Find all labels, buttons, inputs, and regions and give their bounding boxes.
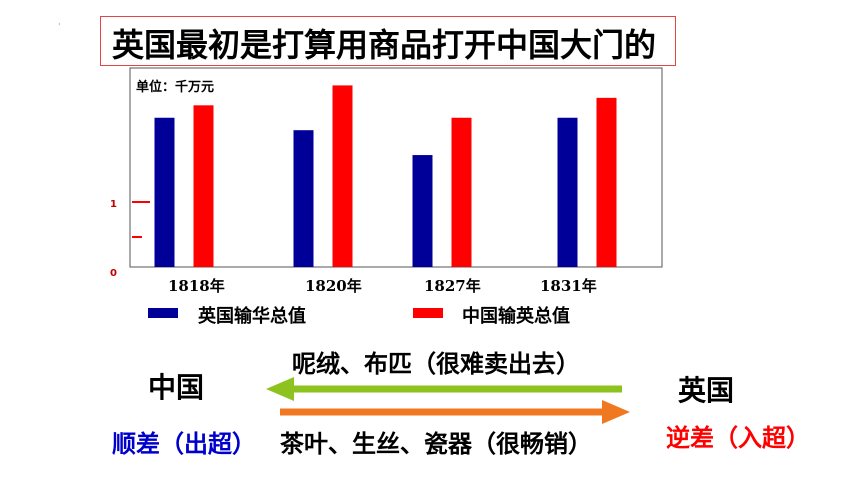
unit-label: 单位：千万元 bbox=[136, 80, 215, 95]
x-tick-label: 1818年 bbox=[168, 277, 225, 295]
bar-chinese-exports-2 bbox=[451, 117, 472, 267]
china-balance-label: 顺差（出超） bbox=[112, 430, 256, 458]
legend-label-british-exports: 英国输华总值 bbox=[198, 306, 306, 327]
orange-arrow-head bbox=[602, 400, 630, 424]
x-tick-label: 1820年 bbox=[305, 277, 362, 295]
plot-frame bbox=[129, 67, 663, 268]
green-arrow-head bbox=[266, 377, 294, 401]
y-tick-label: 1 bbox=[110, 199, 117, 210]
title-frame bbox=[100, 16, 676, 66]
x-tick-label: 1831年 bbox=[540, 277, 597, 295]
legend-swatch-chinese-exports bbox=[413, 308, 443, 318]
decorative-dot: · bbox=[58, 20, 61, 29]
bar-british-exports-3 bbox=[557, 117, 578, 267]
legend-label-chinese-exports: 中国输英总值 bbox=[462, 306, 570, 327]
bar-british-exports-0 bbox=[154, 117, 175, 267]
bar-british-exports-2 bbox=[412, 155, 433, 267]
bar-british-exports-1 bbox=[293, 130, 314, 267]
x-tick-label: 1827年 bbox=[424, 277, 481, 295]
bar-chinese-exports-1 bbox=[332, 85, 353, 267]
china-label: 中国 bbox=[148, 371, 205, 404]
legend-swatch-british-exports bbox=[148, 308, 178, 318]
bar-chinese-exports-3 bbox=[596, 97, 617, 267]
britain-label: 英国 bbox=[678, 374, 735, 407]
y-tick-label: 0 bbox=[110, 268, 117, 279]
slide-title: 英国最初是打算用商品打开中国大门的 bbox=[112, 26, 657, 64]
bar-chinese-exports-0 bbox=[193, 105, 214, 267]
britain-balance-label: 逆差（入超） bbox=[666, 424, 810, 452]
goods-to-china-label: 呢绒、布匹（很难卖出去） bbox=[292, 350, 580, 378]
goods-to-britain-label: 茶叶、生丝、瓷器（很畅销） bbox=[280, 430, 592, 458]
bar-group bbox=[154, 85, 617, 267]
